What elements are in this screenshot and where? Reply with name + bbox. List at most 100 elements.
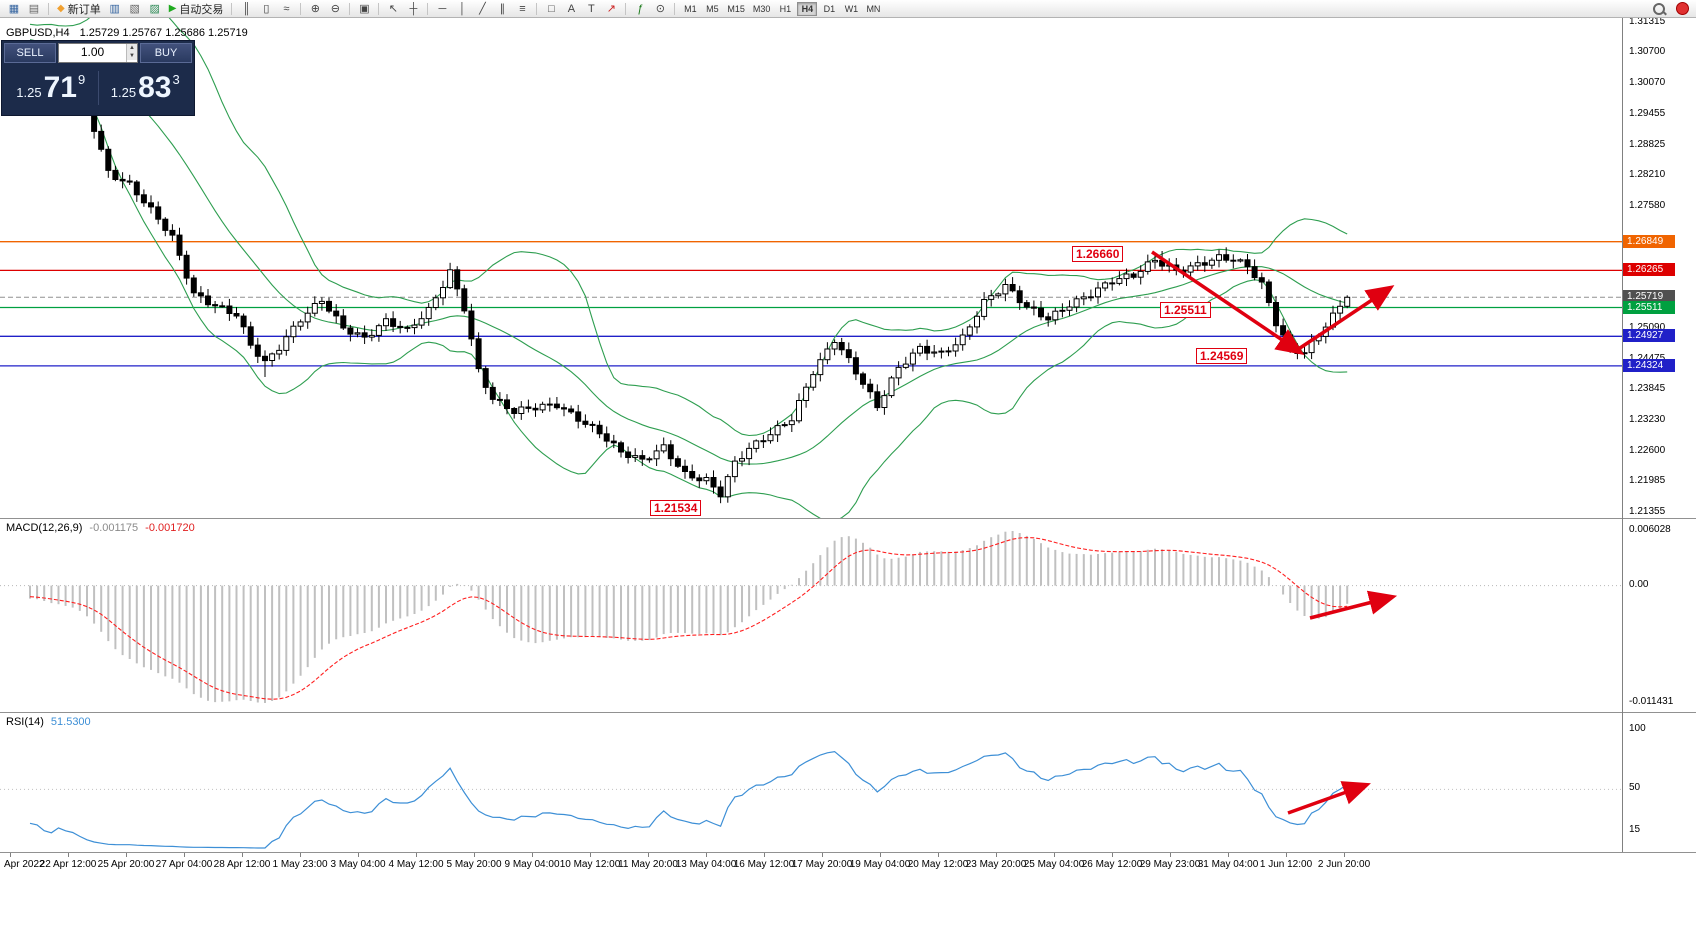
fibonacci-icon[interactable]: ≡ <box>519 2 526 15</box>
time-axis-label: 29 May 23:00 <box>1139 859 1201 870</box>
rsi-chart[interactable] <box>0 713 1622 853</box>
volume-decrease-icon[interactable]: ▼ <box>127 52 137 60</box>
time-tick <box>242 853 243 857</box>
zoom-out-icon[interactable]: ⊖ <box>330 3 341 15</box>
toolbar-separator <box>231 2 233 15</box>
macd-chart[interactable] <box>0 519 1622 713</box>
price-divider <box>97 71 99 105</box>
sell-price[interactable]: 1.25 71 9 <box>4 69 98 107</box>
one-click-trading-panel: SELL 1.00 ▲ ▼ BUY 1.25 71 9 1.25 83 3 <box>1 40 195 116</box>
market-watch-icon[interactable]: ▥ <box>109 3 120 15</box>
price-annotation[interactable]: 1.21534 <box>650 500 702 516</box>
horizontal-line-icon[interactable]: ─ <box>438 2 447 15</box>
price-axis-label: 1.28825 <box>1629 139 1666 150</box>
zoom-in-icon[interactable]: ⊕ <box>310 3 321 15</box>
price-axis-label: 1.28210 <box>1629 169 1666 180</box>
timeframe-h1-button[interactable]: H1 <box>779 3 792 14</box>
sell-price-prefix: 1.25 <box>16 85 42 100</box>
axis-separator <box>1623 712 1696 713</box>
volume-increase-icon[interactable]: ▲ <box>127 44 137 52</box>
sell-price-pip: 9 <box>77 72 86 87</box>
price-axis[interactable]: 1.31315 1.30700 1.30070 1.29455 1.28825 1.282… <box>1622 16 1696 852</box>
text-icon[interactable]: A <box>567 2 576 15</box>
time-axis-label: 23 May 20:00 <box>965 859 1027 870</box>
rsi-axis-label: 50 <box>1629 782 1641 793</box>
volume-input[interactable]: 1.00 ▲ ▼ <box>58 43 138 63</box>
trendline-icon[interactable]: ╱ <box>479 3 486 15</box>
buy-price[interactable]: 1.25 83 3 <box>99 69 193 107</box>
cursor-icon[interactable]: ↖ <box>388 3 399 15</box>
price-annotation[interactable]: 1.24569 <box>1196 348 1248 364</box>
toolbar: ▦ ▤ ◆ 新订单 ▥ ▧ ▨ ▶ 自动交易 ║ ▯ ≈ ⊕ ⊖ ▣ ↖ ┼ ─ │ ╱ ∥ ≡ □ A T ↗ ƒ ⊙ M1 M5 M15… <box>0 0 1696 18</box>
macd-axis-label: 0.006028 <box>1629 524 1671 535</box>
time-axis-label: 11 May 20:00 <box>618 859 678 870</box>
new-order-button[interactable]: ◆ 新订单 <box>53 1 105 16</box>
timeframe-m1-button[interactable]: M1 <box>684 3 697 14</box>
time-axis-label: 25 Apr 20:00 <box>97 859 155 870</box>
autotrading-button[interactable]: ▶ 自动交易 <box>165 1 228 16</box>
notifications-icon[interactable] <box>1676 2 1689 15</box>
text-label-icon[interactable]: T <box>588 2 595 15</box>
time-tick <box>1286 853 1287 857</box>
time-axis-label: 20 May 12:00 <box>907 859 969 870</box>
arrow-tool-icon[interactable]: ↗ <box>606 3 617 15</box>
vertical-line-icon[interactable]: │ <box>458 2 466 15</box>
rsi-label: RSI(14) 51.5300 <box>6 716 91 728</box>
time-tick <box>416 853 417 857</box>
search-icon[interactable] <box>1652 2 1666 16</box>
price-axis-label: 1.23845 <box>1629 383 1666 394</box>
time-tick <box>706 853 707 857</box>
candlestick-chart[interactable] <box>0 18 1622 518</box>
time-axis-label: 4 May 12:00 <box>388 859 444 870</box>
crosshair-icon[interactable]: ┼ <box>409 2 418 15</box>
macd-indicator-panel[interactable]: MACD(12,26,9) -0.001175 -0.001720 <box>0 518 1622 712</box>
price-axis-label: 1.31315 <box>1629 16 1666 27</box>
indicators-icon[interactable]: ƒ <box>637 2 644 15</box>
timeframe-mn-button[interactable]: MN <box>866 3 881 14</box>
time-tick <box>300 853 301 857</box>
timeframe-m15-button[interactable]: M15 <box>727 3 745 14</box>
price-level-tag: 1.25511 <box>1623 301 1675 314</box>
time-axis-label: 22 Apr 12:00 <box>39 859 97 870</box>
profiles-icon[interactable]: ▤ <box>28 3 40 15</box>
timeframe-w1-button[interactable]: W1 <box>844 3 859 14</box>
equidistant-channel-icon[interactable]: ∥ <box>499 3 506 15</box>
bid-ask-display: 1.25 71 9 1.25 83 3 <box>4 64 192 112</box>
time-axis-label: 9 May 04:00 <box>504 859 560 870</box>
price-axis-label: 1.29455 <box>1629 108 1666 119</box>
data-window-icon[interactable]: ▧ <box>129 3 140 15</box>
timeframe-m30-button[interactable]: M30 <box>752 3 771 14</box>
new-chart-icon[interactable]: ▦ <box>8 3 20 15</box>
time-axis-label: 13 May 04:00 <box>675 859 737 870</box>
price-annotation[interactable]: 1.26660 <box>1072 246 1124 262</box>
macd-panel-resize-handle[interactable] <box>0 517 1622 521</box>
time-axis[interactable]: Apr 2022 22 Apr 12:00 25 Apr 20:00 27 Apr 0… <box>0 852 1696 874</box>
timeframe-m5-button[interactable]: M5 <box>706 3 719 14</box>
line-chart-icon[interactable]: ≈ <box>283 2 290 15</box>
timeframe-h4-button[interactable]: H4 <box>797 1 818 16</box>
rsi-indicator-panel[interactable]: RSI(14) 51.5300 <box>0 712 1622 852</box>
price-axis-label: 1.22600 <box>1629 445 1666 456</box>
price-level-tag: 1.24324 <box>1623 359 1675 372</box>
navigator-icon[interactable]: ▨ <box>149 3 160 15</box>
rsi-panel-resize-handle[interactable] <box>0 711 1622 715</box>
shapes-icon[interactable]: □ <box>548 2 555 15</box>
periods-icon[interactable]: ⊙ <box>655 3 666 15</box>
price-chart-panel[interactable]: GBPUSD,H4 1.25729 1.25767 1.25686 1.2571… <box>0 18 1622 518</box>
buy-button[interactable]: BUY <box>140 43 192 63</box>
macd-label: MACD(12,26,9) -0.001175 -0.001720 <box>6 522 195 534</box>
time-tick <box>10 853 11 857</box>
tile-windows-icon[interactable]: ▣ <box>359 3 370 15</box>
time-axis-label: 31 May 04:00 <box>1197 859 1259 870</box>
timeframe-d1-button[interactable]: D1 <box>823 3 836 14</box>
candlestick-chart-icon[interactable]: ▯ <box>263 3 270 15</box>
ohlc-values: 1.25729 1.25767 1.25686 1.25719 <box>79 27 248 39</box>
time-tick <box>1344 853 1345 857</box>
bar-chart-icon[interactable]: ║ <box>242 2 251 15</box>
sell-button[interactable]: SELL <box>4 43 56 63</box>
price-annotation[interactable]: 1.25511 <box>1160 302 1211 318</box>
time-axis-label: 19 May 04:00 <box>849 859 911 870</box>
trade-controls-row: SELL 1.00 ▲ ▼ BUY <box>4 43 192 63</box>
new-order-button-label: 新订单 <box>67 3 101 16</box>
price-axis-label: 1.30700 <box>1629 46 1666 57</box>
